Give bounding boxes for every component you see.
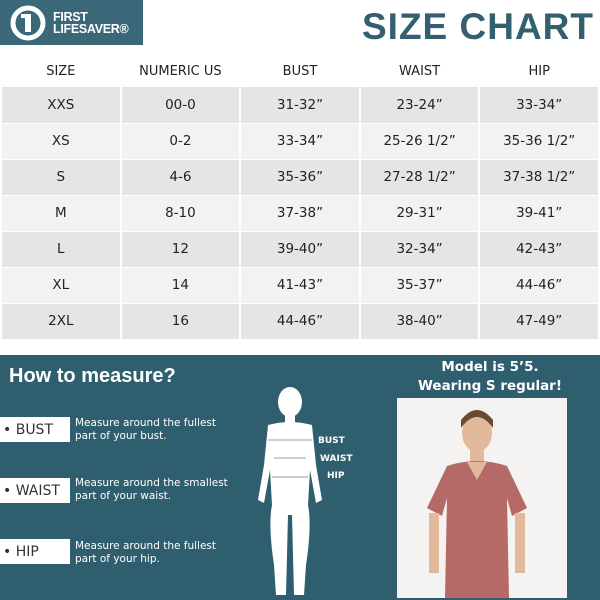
table-cell: 41-43” [239,267,361,304]
body-silhouette-icon [258,387,322,595]
table-row: XL 14 41-43” 35-37” 44-46” [0,267,600,304]
table-cell: 44-46” [239,303,361,340]
waist-description: Measure around the smallest part of your … [75,477,228,502]
table-row: L 12 39-40” 32-34” 42-43” [0,231,600,268]
table-header: SIZE NUMERIC US BUST WAIST HIP [1,55,599,87]
bust-label: • BUST [0,417,70,442]
table-cell: S [0,159,122,196]
brand-name: FIRST LIFESAVER® [53,9,129,36]
table-cell: 31-32” [239,87,361,124]
table-cell: 25-26 1/2” [358,123,481,160]
table-cell: 16 [119,303,242,340]
brand-logo: FIRST LIFESAVER® [0,0,143,45]
figure-bust-label: BUST [318,436,345,446]
hip-label: • HIP [0,539,70,564]
page-title: SIZE CHART [362,6,594,47]
measure-heading: How to measure? [9,365,176,387]
table-cell: 23-24” [358,87,481,124]
table-cell: 32-34” [358,231,481,268]
table-cell: 37-38” [239,195,361,232]
table-cell: 2XL [0,303,122,340]
table-cell: 39-41” [478,195,600,232]
table-cell: 42-43” [478,231,600,268]
size-table: SIZE NUMERIC US BUST WAIST HIP XXS 00-0 31-32”… [0,55,600,340]
table-cell: 35-36” [239,159,361,196]
how-to-measure-panel: How to measure? • BUST Measure around th… [0,355,600,600]
table-cell: XS [0,123,122,160]
figure-hip-label: HIP [327,471,345,481]
lifesaver-logo-icon [10,5,46,40]
bust-description: Measure around the fullest part of your b… [75,417,217,442]
table-cell: 29-31” [358,195,481,232]
table-cell: 14 [119,267,242,304]
table-cell: M [0,195,122,232]
column-header: SIZE [46,63,76,79]
table-cell: 12 [119,231,242,268]
table-row: S 4-6 35-36” 27-28 1/2” 37-38 1/2” [0,159,600,196]
column-header: WAIST [399,63,441,79]
column-header: NUMERIC US [139,63,222,79]
table-cell: 4-6 [119,159,242,196]
table-cell: 37-38 1/2” [478,159,600,196]
table-cell: XL [0,267,122,304]
table-cell: 47-49” [478,303,600,340]
table-cell: 35-36 1/2” [478,123,600,160]
table-row: XS 0-2 33-34” 25-26 1/2” 35-36 1/2” [0,123,600,160]
table-cell: 33-34” [478,87,600,124]
table-cell: L [0,231,122,268]
table-cell: 8-10 [119,195,242,232]
column-header: HIP [528,63,550,79]
figure-waist-label: WAIST [320,454,353,464]
table-row: M 8-10 37-38” 29-31” 39-41” [0,195,600,232]
table-row: 2XL 16 44-46” 38-40” 47-49” [0,303,600,340]
hip-description: Measure around the fullest part of your h… [75,540,217,565]
table-cell: 39-40” [239,231,361,268]
table-cell: XXS [0,87,122,124]
table-cell: 33-34” [239,123,361,160]
table-cell: 27-28 1/2” [358,159,481,196]
model-photo [397,398,567,598]
table-cell: 35-37” [358,267,481,304]
table-cell: 44-46” [478,267,600,304]
column-header: BUST [282,63,318,79]
table-cell: 0-2 [119,123,242,160]
table-cell: 38-40” [358,303,481,340]
model-info: Model is 5’5. Wearing S regular! [418,359,562,394]
waist-label: • WAIST [0,478,70,503]
table-cell: 00-0 [119,87,242,124]
table-row: XXS 00-0 31-32” 23-24” 33-34” [0,87,600,124]
